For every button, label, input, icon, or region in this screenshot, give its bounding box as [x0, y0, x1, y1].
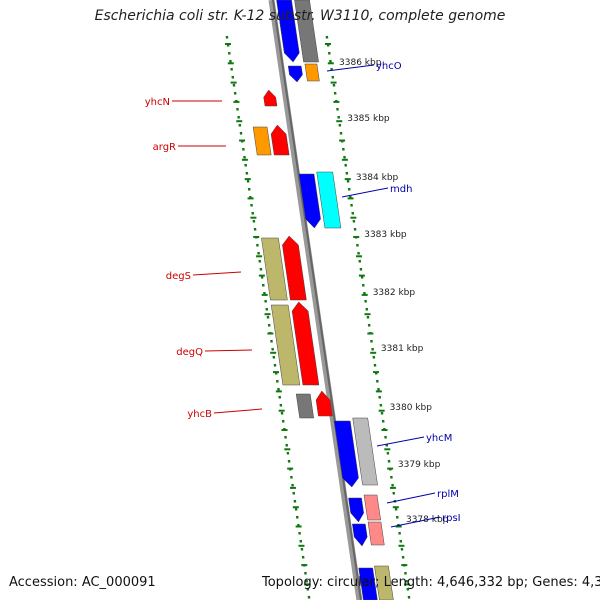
gene-leader-line — [192, 271, 242, 276]
gene-label-argR: argR — [153, 142, 176, 153]
gene-feature — [287, 65, 303, 83]
map-title: Escherichia coli str. K-12 substr. W3110… — [94, 8, 506, 24]
gene-feature — [261, 237, 288, 301]
gene-feature — [276, 0, 300, 63]
backbone — [268, 0, 363, 600]
gene-leader-line — [390, 516, 441, 528]
gene-feature — [252, 126, 272, 156]
scale-label: 3386 kbp — [339, 58, 382, 68]
gene-feature-degS — [282, 235, 307, 301]
gene-label-yhcB: yhcB — [187, 409, 212, 420]
scale-label: 3383 kbp — [364, 230, 407, 240]
gene-feature — [363, 494, 381, 521]
gene-leader-line — [341, 187, 389, 198]
gene-label-mdh: mdh — [390, 184, 412, 195]
gene-leader-line — [386, 492, 436, 504]
gene-feature-rplM — [348, 497, 364, 523]
gene-leader-line — [204, 349, 253, 352]
scale-label: 3381 kbp — [381, 344, 424, 354]
gene-label-rplM: rplM — [437, 489, 459, 500]
scale-label: 3382 kbp — [373, 288, 416, 298]
gene-feature-yhcM — [333, 420, 359, 488]
gene-feature — [374, 565, 394, 600]
gene-feature — [352, 417, 378, 486]
gene-label-degQ: degQ — [176, 347, 203, 358]
gene-feature — [358, 567, 378, 600]
gene-feature-argR — [270, 124, 290, 156]
gene-label-yhcM: yhcM — [426, 433, 452, 444]
accession-label: Accession: AC_000091 — [9, 575, 156, 590]
gene-feature — [294, 0, 319, 63]
gene-feature-mdh — [298, 173, 321, 229]
gene-leader-line — [376, 436, 425, 447]
scale-label: 3384 kbp — [356, 173, 399, 183]
gene-leader-line — [326, 64, 375, 72]
scale-label: 3379 kbp — [398, 460, 441, 470]
gene-feature-yhcB — [315, 390, 333, 417]
gene-label-rpsI: rpsI — [442, 513, 461, 524]
gene-feature-degQ — [291, 301, 320, 386]
gene-leader-line — [213, 408, 263, 414]
gene-feature-rpsI — [352, 523, 368, 547]
gene-label-yhcN: yhcN — [145, 97, 170, 108]
gene-feature — [316, 171, 342, 229]
gene-feature — [367, 521, 385, 546]
gene-feature-yhcN — [263, 89, 278, 107]
gene-label-degS: degS — [166, 271, 191, 282]
gene-feature — [270, 304, 301, 386]
backbone-shadow — [272, 0, 362, 600]
scale-label: 3385 kbp — [347, 114, 390, 124]
genome-summary: Topology: circular; Length: 4,646,332 bp… — [262, 575, 600, 590]
gene-label-yhcO: yhcO — [376, 61, 402, 72]
gene-feature — [304, 63, 320, 82]
scale-label: 3380 kbp — [390, 403, 433, 413]
gene-feature — [295, 393, 314, 419]
